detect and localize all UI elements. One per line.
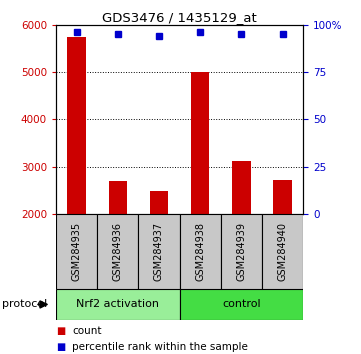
- Text: GSM284937: GSM284937: [154, 222, 164, 281]
- Text: GSM284939: GSM284939: [236, 222, 247, 281]
- Text: ■: ■: [56, 326, 65, 336]
- Text: GSM284938: GSM284938: [195, 222, 205, 281]
- Text: ■: ■: [56, 342, 65, 352]
- Text: GSM284936: GSM284936: [113, 222, 123, 281]
- Bar: [273, 180, 292, 214]
- Text: count: count: [72, 326, 102, 336]
- Bar: [180, 289, 303, 320]
- Bar: [109, 181, 127, 214]
- Bar: [262, 214, 303, 289]
- Title: GDS3476 / 1435129_at: GDS3476 / 1435129_at: [102, 11, 257, 24]
- Bar: [232, 161, 251, 214]
- Text: GSM284940: GSM284940: [278, 222, 288, 281]
- Text: Nrf2 activation: Nrf2 activation: [76, 299, 159, 309]
- Bar: [180, 214, 221, 289]
- Text: protocol: protocol: [2, 299, 47, 309]
- Bar: [67, 36, 86, 214]
- Text: percentile rank within the sample: percentile rank within the sample: [72, 342, 248, 352]
- Text: GSM284935: GSM284935: [71, 222, 82, 281]
- Bar: [191, 72, 209, 214]
- Bar: [56, 289, 180, 320]
- Bar: [138, 214, 180, 289]
- Text: control: control: [222, 299, 261, 309]
- Bar: [56, 214, 97, 289]
- Bar: [150, 192, 168, 214]
- Bar: [221, 214, 262, 289]
- Bar: [97, 214, 138, 289]
